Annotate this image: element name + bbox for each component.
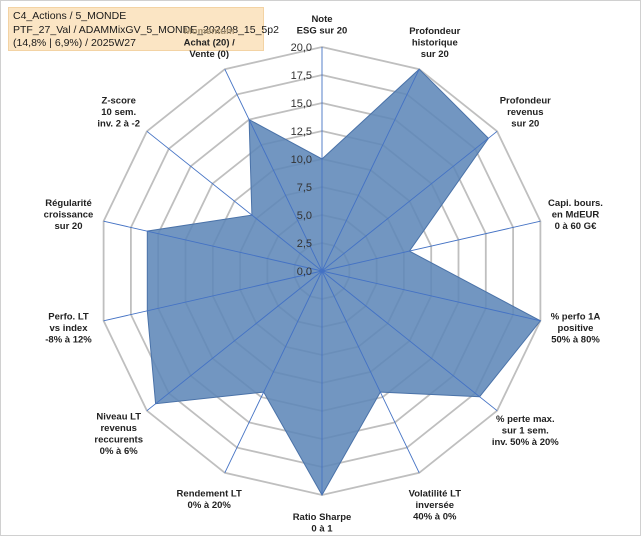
axis-spoke-13 [146,130,323,272]
axis-label-4: Capi. bours. en MdEUR 0 à 60 G€ [548,198,603,232]
axis-label-3-line-1: Profondeur [500,96,551,107]
axis-label-8-line-1: Ratio Sharpe [293,512,352,523]
title-line-3: (14,8% | 6,9%) / 2025W27 [13,37,136,49]
axis-label-2-line-3: sur 20 [421,49,449,60]
title-line-2: PTF_27_Val / ADAMMixGV_5_MONDE_202408_15… [13,23,279,36]
axis-label-3-line-3: sur 20 [511,119,539,130]
data-series-area [146,68,542,497]
axis-label-14-line-2: Achat (20) / [184,38,236,49]
axis-label-4-line-3: 0 à 60 G€ [555,221,597,232]
axis-label-10-line-2: revenus [100,423,136,434]
axis-label-5-line-1: % perfo 1A [551,312,601,323]
tick-label-8: 20,0 [291,42,312,54]
axis-label-11-line-2: vs index [49,323,88,334]
axis-label-10: Niveau LT revenus reccurents 0% à 6% [94,412,143,458]
tick-label-6: 15,0 [291,98,312,110]
axis-label-3: Profondeur revenus sur 20 [500,96,551,130]
axis-spoke-5 [321,270,541,322]
axis-spoke-14 [224,69,323,272]
axis-spoke-4 [321,220,541,272]
axis-label-5-line-2: positive [558,323,594,334]
axis-spoke-9 [224,270,323,473]
axis-label-9-line-2: 0% à 20% [188,500,232,511]
axis-label-1-line-2: ESG sur 20 [297,26,348,37]
axis-label-11-line-3: -8% à 12% [45,335,92,346]
tick-label-7: 17,5 [291,70,312,82]
axis-label-13-line-1: Z-score [102,96,136,107]
axis-spoke-3 [321,130,498,272]
axis-label-11-line-1: Perfo. LT [48,312,89,323]
axis-label-7: Volatilité LT inversée 40% à 0% [409,488,462,522]
tick-label-0: 0,0 [297,266,312,278]
axis-label-13-line-2: 10 sem. [101,107,136,118]
axis-label-10-line-1: Niveau LT [96,412,141,423]
axis-label-5: % perfo 1A positive 50% à 80% [551,312,601,346]
axis-label-9: Rendement LT 0% à 20% [177,488,242,511]
tick-label-1: 2,5 [297,238,312,250]
title-line-1: C4_Actions / 5_MONDE [13,10,127,22]
axis-label-10-line-3: reccurents [94,435,143,446]
axis-label-6-line-2: sur 1 sem. [502,425,549,436]
axis-label-4-line-1: Capi. bours. [548,198,603,209]
axis-label-7-line-1: Volatilité LT [409,488,462,499]
axis-label-1: Note ESG sur 20 [297,14,348,37]
axis-label-12-line-2: croissance [44,210,94,221]
axis-label-1-line-1: Note [311,14,332,25]
axis-spoke-2 [321,69,420,272]
axis-label-12-line-3: sur 20 [55,221,83,232]
axis-label-14-line-1: Momentum [184,26,235,37]
axis-label-8-line-2: 0 à 1 [311,524,333,535]
axis-label-11: Perfo. LT vs index -8% à 12% [45,312,92,346]
axis-spoke-10 [146,270,323,412]
axis-label-14: Momentum Achat (20) / Vente (0) [184,26,236,60]
tick-label-4: 10,0 [291,154,312,166]
axis-label-7-line-3: 40% à 0% [413,511,457,522]
axis-label-10-line-4: 0% à 6% [100,446,139,457]
axis-label-8: Ratio Sharpe 0 à 1 [293,512,352,535]
axis-label-12-line-1: Régularité [45,198,91,209]
axis-label-2-line-1: Profondeur [409,26,460,37]
axis-label-13-line-3: inv. 2 à -2 [97,119,140,130]
axis-label-12: Régularité croissance sur 20 [44,198,94,232]
axis-label-2-line-2: historique [412,38,458,49]
axis-label-2: Profondeur historique sur 20 [409,26,460,60]
axis-label-9-line-1: Rendement LT [177,488,242,499]
axis-label-6: % perte max. sur 1 sem. inv. 50% à 20% [492,414,559,448]
axis-label-3-line-2: revenus [507,107,543,118]
axis-spoke-6 [321,270,498,412]
axis-spoke-12 [103,220,323,272]
axis-label-14-line-3: Vente (0) [189,49,229,60]
axis-label-6-line-3: inv. 50% à 20% [492,437,559,448]
axis-label-13: Z-score 10 sem. inv. 2 à -2 [97,96,140,130]
tick-label-5: 12,5 [291,126,312,138]
axis-spoke-7 [321,270,420,473]
chart-title-box: C4_Actions / 5_MONDE PTF_27_Val / ADAMMi… [8,7,279,51]
tick-label-2: 5,0 [297,210,312,222]
axis-label-7-line-2: inversée [416,500,455,511]
axis-label-4-line-2: en MdEUR [552,210,600,221]
axis-spoke-11 [103,270,323,322]
tick-label-3: 7,5 [297,182,312,194]
axis-label-6-line-1: % perte max. [496,414,555,425]
axis-label-5-line-3: 50% à 80% [551,335,600,346]
